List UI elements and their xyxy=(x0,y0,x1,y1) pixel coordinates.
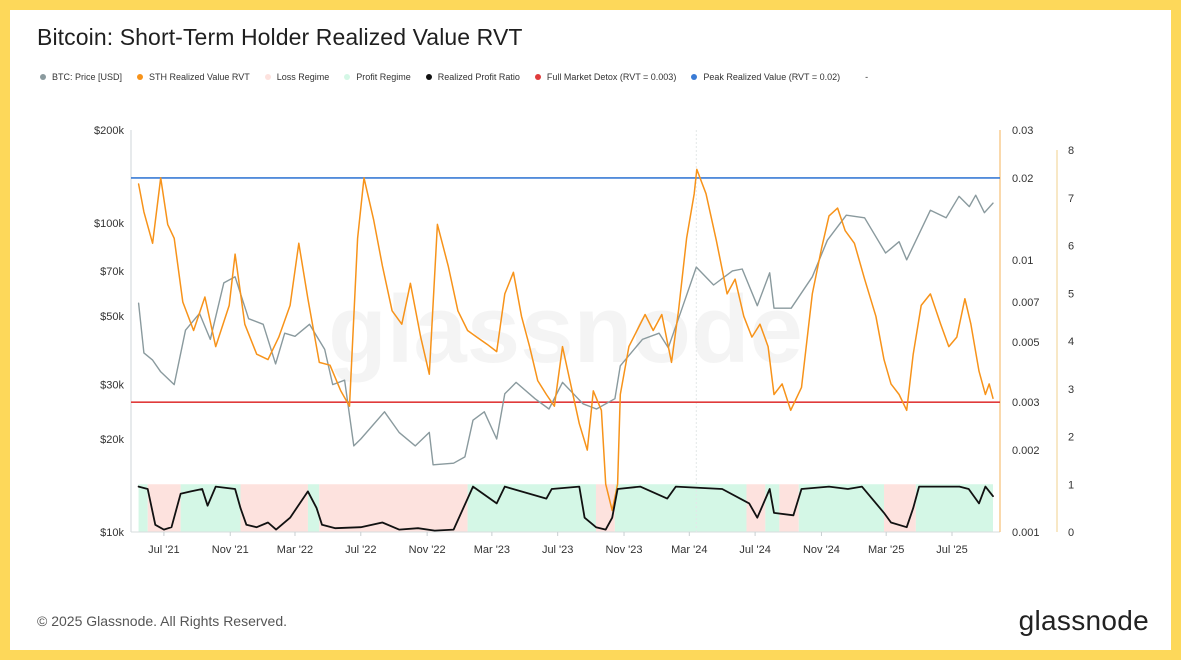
regime-band-loss xyxy=(147,484,181,532)
x-tick-label: Jul '23 xyxy=(542,544,573,556)
price-tick-label: $100k xyxy=(94,218,124,230)
price-tick-label: $30k xyxy=(100,380,124,392)
x-tick-label: Jul '21 xyxy=(148,544,179,556)
ratio-tick-label: 4 xyxy=(1068,336,1074,348)
x-tick-label: Nov '22 xyxy=(409,544,446,556)
regime-band-profit xyxy=(307,484,320,532)
x-tick-label: Nov '21 xyxy=(212,544,249,556)
rvt-tick-label: 0.007 xyxy=(1012,297,1040,309)
watermark-text: glassnode xyxy=(328,276,803,383)
legend-item-sth-rvt[interactable]: STH Realized Value RVT xyxy=(137,72,250,82)
rvt-tick-label: 0.003 xyxy=(1012,397,1040,409)
legend: BTC: Price [USD] STH Realized Value RVT … xyxy=(40,70,868,84)
x-tick-label: Mar '25 xyxy=(868,544,904,556)
x-tick-label: Nov '24 xyxy=(803,544,840,556)
legend-item-full-market-detox[interactable]: Full Market Detox (RVT = 0.003) xyxy=(534,72,677,82)
regime-band-profit xyxy=(467,484,596,532)
x-tick-label: Jul '22 xyxy=(345,544,376,556)
legend-label-loss-regime: Loss Regime xyxy=(276,72,330,82)
chart-card: Bitcoin: Short-Term Holder Realized Valu… xyxy=(10,10,1171,650)
price-tick-label: $50k xyxy=(100,311,124,323)
rvt-tick-label: 0.005 xyxy=(1012,337,1040,349)
sth-rvt-line xyxy=(137,168,994,512)
ratio-tick-label: 7 xyxy=(1068,193,1074,205)
legend-item-peak-realized-value[interactable]: Peak Realized Value (RVT = 0.02) xyxy=(691,72,840,82)
price-tick-label: $10k xyxy=(100,527,124,539)
legend-label-full-market-detox: Full Market Detox (RVT = 0.003) xyxy=(546,72,677,82)
regime-band-loss xyxy=(319,484,468,532)
realized-profit-ratio-line xyxy=(137,485,994,532)
regime-band-loss xyxy=(240,484,308,532)
regime-band-loss xyxy=(779,484,799,532)
legend-swatch-sth-rvt xyxy=(137,74,144,80)
brand-logo-text: glassnode xyxy=(1018,605,1149,636)
legend-item-profit-regime[interactable]: Profit Regime xyxy=(344,72,411,82)
price-tick-label: $70k xyxy=(100,266,124,278)
ratio-tick-label: 0 xyxy=(1068,527,1074,539)
legend-swatch-loss-regime xyxy=(264,74,271,80)
legend-label-realized-profit-ratio: Realized Profit Ratio xyxy=(437,72,520,82)
btc-price-line xyxy=(137,194,994,466)
ratio-tick-label: 3 xyxy=(1068,384,1074,396)
chart-title: Bitcoin: Short-Term Holder Realized Valu… xyxy=(37,24,523,50)
legend-item-btc-price[interactable]: BTC: Price [USD] xyxy=(40,72,122,82)
legend-label-peak-realized-value: Peak Realized Value (RVT = 0.02) xyxy=(703,72,841,82)
legend-label-sth-rvt: STH Realized Value RVT xyxy=(149,72,250,82)
chart-plot: glassnode $10k $20k $30k $50k $70k $100k $200k 0… xyxy=(94,125,1074,556)
regime-band-profit xyxy=(614,484,747,532)
x-tick-label: Jul '24 xyxy=(739,544,770,556)
x-tick-label: Jul '25 xyxy=(936,544,967,556)
regime-band-loss xyxy=(884,484,916,532)
legend-label-btc-price: BTC: Price [USD] xyxy=(52,72,123,82)
ratio-tick-label: 2 xyxy=(1068,432,1074,444)
legend-item-realized-profit-ratio[interactable]: Realized Profit Ratio xyxy=(425,72,520,82)
legend-swatch-realized-profit-ratio xyxy=(425,74,432,80)
rvt-tick-label: 0.001 xyxy=(1012,527,1040,539)
legend-swatch-btc-price xyxy=(40,74,46,80)
legend-item-loss-regime[interactable]: Loss Regime xyxy=(264,72,330,82)
regime-band-profit xyxy=(915,484,993,532)
legend-swatch-full-market-detox xyxy=(534,74,541,80)
legend-trailing-mark: - xyxy=(865,72,869,82)
legend-label-profit-regime: Profit Regime xyxy=(356,72,411,82)
x-tick-label: Mar '24 xyxy=(671,544,707,556)
regime-band-profit xyxy=(138,484,148,532)
price-tick-label: $20k xyxy=(100,434,124,446)
x-tick-label: Nov '23 xyxy=(606,544,643,556)
ratio-tick-label: 1 xyxy=(1068,479,1074,491)
regime-band-loss xyxy=(746,484,766,532)
ratio-tick-label: 5 xyxy=(1068,288,1074,300)
regime-band-profit xyxy=(798,484,885,532)
ratio-tick-label: 6 xyxy=(1068,241,1074,253)
x-tick-label: Mar '23 xyxy=(474,544,510,556)
copyright-text: © 2025 Glassnode. All Rights Reserved. xyxy=(37,613,288,629)
legend-swatch-profit-regime xyxy=(344,74,351,80)
ratio-tick-label: 8 xyxy=(1068,145,1074,157)
rvt-tick-label: 0.03 xyxy=(1012,125,1033,137)
rvt-tick-label: 0.002 xyxy=(1012,445,1040,457)
x-tick-label: Mar '22 xyxy=(277,544,313,556)
rvt-tick-label: 0.02 xyxy=(1012,173,1033,185)
price-tick-label: $200k xyxy=(94,125,124,137)
rvt-tick-label: 0.01 xyxy=(1012,255,1033,267)
legend-swatch-peak-realized-value xyxy=(691,74,698,80)
